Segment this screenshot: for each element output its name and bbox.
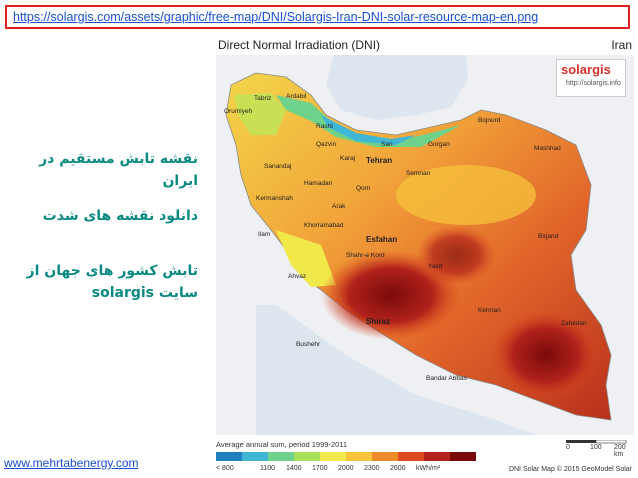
legend-swatch (346, 452, 372, 461)
scale-label-2: 200 km (614, 444, 626, 458)
scale-label-0: 0 (566, 444, 570, 451)
city-ardabil: Ardabil (286, 93, 307, 100)
legend-label-5: 2300 (364, 465, 380, 472)
legend-swatch (294, 452, 320, 461)
scale-bar-graphic (566, 440, 627, 444)
northwest-zone (234, 93, 286, 135)
persian-gulf (256, 305, 536, 435)
city-bushehr: Bushehr (296, 341, 321, 348)
legend-swatch (216, 452, 242, 461)
city-birjand: Birjand (538, 233, 559, 240)
city-shiraz: Shiraz (366, 317, 391, 326)
city-bojnurd: Bojnurd (478, 117, 501, 124)
city-tabriz: Tabriz (254, 95, 272, 102)
city-bandar-abbas: Bandar Abbas (426, 375, 467, 382)
hotspot-center (416, 225, 496, 285)
city-gorgan: Gorgan (428, 141, 450, 148)
scale-bar: 0 100 200 km (566, 440, 632, 458)
map-title: Direct Normal Irradiation (DNI) (218, 38, 381, 52)
legend-label-2: 1400 (286, 465, 302, 472)
city-yazd: Yazd (428, 263, 443, 270)
persian-line-1: نقشه تابش مستقیم در ایران (39, 151, 198, 189)
logo-brand: solargis (561, 62, 611, 77)
persian-line-2: دانلود نقشه های شدت (42, 208, 198, 224)
legend-caption: Average annual sum, period 1999-2011 (216, 440, 348, 449)
solargis-logo: solargis http://solargis.info (556, 59, 626, 97)
map-area: Tabriz Ardabil Orumiyeh Rasht Karaj Tehr… (216, 55, 634, 435)
legend-label-4: 2000 (338, 465, 354, 472)
site-link[interactable]: www.mehrtabenergy.com (4, 456, 139, 470)
city-qom: Qom (356, 185, 371, 192)
city-mashhad: Mashhad (534, 145, 561, 152)
city-khorramabad: Khorramabad (304, 222, 344, 229)
legend-swatch (372, 452, 398, 461)
city-tehran: Tehran (366, 156, 393, 165)
city-qazvin: Qazvin (316, 141, 337, 148)
city-sanandaj: Sanandaj (264, 163, 292, 170)
khuzestan-zone (276, 230, 336, 287)
city-rasht: Rasht (316, 123, 333, 130)
legend-swatch (424, 452, 450, 461)
legend-label-0: < 800 (216, 465, 234, 472)
city-esfahan: Esfahan (366, 235, 398, 244)
legend-swatch (242, 452, 268, 461)
city-sari: Sari (381, 141, 393, 148)
city-hamadan: Hamadan (304, 180, 333, 187)
legend-label-1: 1100 (260, 465, 276, 472)
legend-swatch (450, 452, 476, 461)
source-url-link[interactable]: https://solargis.com/assets/graphic/free… (13, 10, 539, 24)
legend-swatch (398, 452, 424, 461)
city-shahr-e-kord: Shahr-e Kord (346, 252, 385, 259)
legend-bar (216, 452, 476, 461)
city-semnan: Semnan (406, 170, 431, 177)
legend-swatch (268, 452, 294, 461)
city-ilam: Ilam (258, 231, 271, 238)
caspian-sea (326, 55, 468, 120)
city-karaj: Karaj (340, 155, 356, 162)
legend-label-6: 2600 (390, 465, 406, 472)
legend-label-unit: kWh/m² (416, 465, 441, 472)
url-box: https://solargis.com/assets/graphic/free… (5, 5, 630, 29)
city-arak: Arak (332, 203, 346, 210)
legend-swatch (320, 452, 346, 461)
city-kerman: Kerman (478, 307, 501, 314)
iran-map-svg (225, 55, 612, 435)
legend-label-3: 1700 (312, 465, 328, 472)
city-kermanshah: Kermanshah (256, 195, 293, 202)
map-footer: DNI Solar Map © 2015 GeoModel Solar (508, 466, 632, 473)
dni-map-panel: Direct Normal Irradiation (DNI) Iran (214, 37, 636, 478)
central-desert-zone (396, 165, 536, 225)
scale-label-1: 100 (590, 444, 602, 451)
logo-url: http://solargis.info (566, 80, 621, 87)
city-zahedan: Zahedan (561, 320, 587, 327)
persian-line-3: تابش کشور های جهان از سایت solargis (26, 263, 198, 301)
hotspot-southeast (491, 310, 601, 400)
city-ahvaz: Ahvaz (288, 273, 307, 280)
city-orumiyeh: Orumiyeh (224, 108, 253, 115)
map-country: Iran (611, 38, 632, 52)
coast-blue-zone (321, 115, 416, 145)
